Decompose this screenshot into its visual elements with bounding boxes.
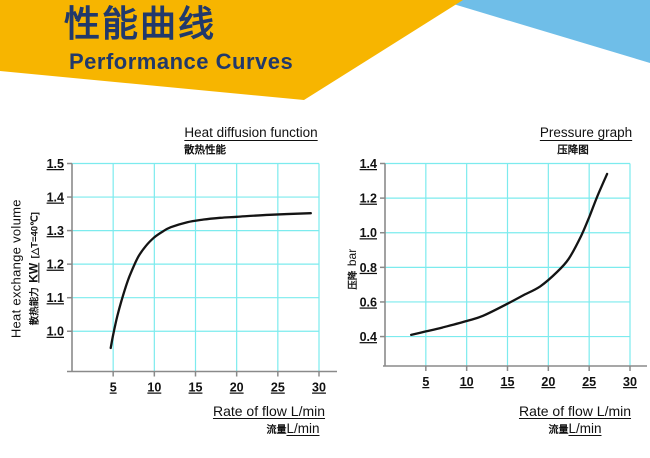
x-tick-label: 15: [501, 375, 515, 389]
x-tick-label: 25: [582, 375, 596, 389]
y-axis-label: 压降 bar: [344, 248, 359, 290]
heat-diffusion-plot: 5 10 15 20 25 30 1.0 1.1 1.2 1.3 1.4 1.5: [47, 157, 337, 395]
x-tick-label: 15: [189, 381, 203, 395]
x-tick-label: 10: [147, 381, 161, 395]
y-tick-label: 1.2: [360, 192, 377, 206]
x-axis-sublabel: 流量L/min: [266, 421, 320, 436]
x-tick-label: 30: [623, 375, 637, 389]
pressure-graph-plot: 5 10 15 20 25 30 0.4 0.6 0.8 1.0 1.2 1.4: [360, 157, 647, 389]
y-tick-label: 1.0: [360, 226, 377, 240]
y-tick-label: 1.2: [47, 258, 64, 272]
x-axis-label: Rate of flow L/min: [212, 403, 326, 419]
x-tick-label: 20: [230, 381, 244, 395]
x-tick-label: 20: [541, 375, 555, 389]
chart-title: Pressure graph: [539, 125, 633, 140]
y-tick-label: 0.4: [360, 330, 377, 344]
pressure-drop-curve: [409, 172, 609, 336]
y-tick-label: 1.5: [47, 157, 64, 171]
banner-title-zh: 性能曲线: [64, 3, 217, 44]
y-tick-label: 1.0: [47, 325, 64, 339]
y-axis-label-zh: 散热能力 KW [△T=40℃]: [26, 212, 41, 326]
y-tick-label: 1.3: [47, 224, 64, 238]
chart-title: Heat diffusion function: [184, 125, 318, 140]
y-tick-label: 0.6: [360, 295, 377, 309]
banner-title-en: Performance Curves: [69, 49, 294, 74]
x-tick-label: 5: [422, 375, 429, 389]
x-axis-sublabel: 流量L/min: [548, 421, 602, 436]
y-axis-label: Heat exchange volume 散热能力 KW [△T=40℃]: [8, 154, 42, 384]
y-axis-label-en: Heat exchange volume: [8, 199, 24, 339]
chart-subtitle-zh: 散热性能: [184, 144, 226, 156]
x-tick-label: 5: [110, 381, 117, 395]
banner-yellow-ribbon: [0, 0, 463, 100]
y-tick-label: 0.8: [360, 261, 377, 275]
x-tick-label: 25: [271, 381, 285, 395]
chart-subtitle-zh: 压降图: [557, 144, 589, 156]
heat-exchange-curve: [109, 212, 312, 350]
banner: [0, 0, 650, 100]
banner-blue-triangle: [440, 0, 650, 63]
x-tick-label: 10: [460, 375, 474, 389]
x-axis-label: Rate of flow L/min: [518, 403, 632, 419]
y-tick-label: 1.4: [47, 191, 64, 205]
y-tick-label: 1.1: [47, 291, 64, 305]
x-tick-label: 30: [312, 381, 326, 395]
y-tick-label: 1.4: [360, 157, 377, 171]
